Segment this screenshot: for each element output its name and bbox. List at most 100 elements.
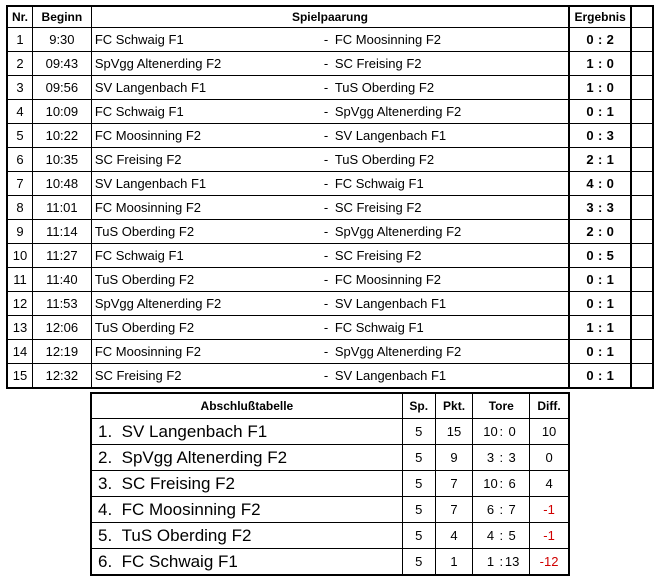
goals: 4:5 [472,522,531,549]
match-time: 11:53 [31,291,92,316]
away-team: SpVgg Altenerding F2 [334,104,462,119]
separator: - [323,272,329,287]
match-result: 1:0 [568,75,633,100]
match-row: 2 09:43 SpVgg Altenerding F2 - SC Freising… [6,51,654,76]
match-result: 3:3 [568,195,633,220]
match-time: 12:32 [31,363,92,389]
separator: - [323,104,329,119]
team-cell: 3. SC Freising F2 [90,470,403,497]
match-row: 11 11:40 TuS Oberding F2 - FC Moosinning F… [6,267,654,292]
match-pairing: TuS Oberding F2 - SpVgg Altenerding F2 [90,219,570,244]
header-goals: Tore [472,392,531,419]
games-played: 5 [401,418,436,445]
home-team: TuS Oberding F2 [94,320,195,335]
goals: 6:7 [472,496,531,523]
home-team: SV Langenbach F1 [94,176,207,191]
match-time: 10:22 [31,123,92,148]
points: 1 [434,548,474,576]
header-result: Ergebnis [568,5,633,28]
rank: 1. [98,421,113,441]
match-nr: 3 [6,75,33,100]
header-blank [630,5,654,28]
team-cell: 4. FC Moosinning F2 [90,496,403,523]
blank-cell [630,147,654,172]
home-goals: 0 [586,272,594,287]
match-result: 1:0 [568,51,633,76]
away-goals: 1 [606,320,614,335]
blank-cell [630,315,654,340]
match-time: 12:06 [31,315,92,340]
home-team: SpVgg Altenerding F2 [94,56,222,71]
match-time: 10:48 [31,171,92,196]
away-team: SC Freising F2 [334,248,422,263]
match-row: 14 12:19 FC Moosinning F2 - SpVgg Altenerd… [6,339,654,364]
match-row: 12 11:53 SpVgg Altenerding F2 - SV Langenb… [6,291,654,316]
match-result: 0:1 [568,267,633,292]
home-team: FC Moosinning F2 [94,128,202,143]
points: 4 [434,522,474,549]
home-team: FC Moosinning F2 [94,344,202,359]
match-nr: 6 [6,147,33,172]
away-goals: 1 [606,152,614,167]
match-row: 7 10:48 SV Langenbach F1 - FC Schwaig F1 4… [6,171,654,196]
away-goals: 0 [606,56,614,71]
match-row: 6 10:35 SC Freising F2 - TuS Oberding F2 2… [6,147,654,172]
match-result: 0:5 [568,243,633,268]
games-played: 5 [401,496,436,523]
rank: 6. [98,551,113,571]
match-schedule-table: Nr. Beginn Spielpaarung Ergebnis 1 9:30 … [6,5,654,389]
match-result: 0:2 [568,27,633,52]
match-pairing: SpVgg Altenerding F2 - SC Freising F2 [90,51,570,76]
blank-cell [630,123,654,148]
match-result: 0:3 [568,123,633,148]
blank-cell [630,171,654,196]
home-goals: 0 [586,104,594,119]
goal-diff: 10 [529,418,570,445]
home-team: FC Moosinning F2 [94,200,202,215]
match-row: 10 11:27 FC Schwaig F1 - SC Freising F2 0:… [6,243,654,268]
away-goals: 3 [606,200,614,215]
away-team: SV Langenbach F1 [334,368,447,383]
header-nr: Nr. [6,5,33,28]
rank: 3. [98,473,113,493]
home-goals: 1 [586,56,594,71]
match-nr: 13 [6,315,33,340]
blank-cell [630,363,654,389]
away-team: SpVgg Altenerding F2 [334,344,462,359]
match-row: 13 12:06 TuS Oberding F2 - FC Schwaig F1 1… [6,315,654,340]
goals-against: 3 [508,450,516,465]
match-result: 2:0 [568,219,633,244]
away-team: SC Freising F2 [334,56,422,71]
separator: - [323,296,329,311]
home-team: TuS Oberding F2 [94,272,195,287]
blank-cell [630,339,654,364]
final-standings-table: Abschlußtabelle Sp. Pkt. Tore Diff. 1. S… [90,392,570,576]
standings-row: 6. FC Schwaig F1 5 1 1:13 -12 [90,548,570,576]
match-row: 15 12:32 SC Freising F2 - SV Langenbach F1… [6,363,654,389]
team-name: FC Moosinning F2 [121,499,261,519]
home-team: FC Schwaig F1 [94,32,184,47]
match-row: 1 9:30 FC Schwaig F1 - FC Moosinning F2 0:… [6,27,654,52]
match-pairing: SV Langenbach F1 - TuS Oberding F2 [90,75,570,100]
away-goals: 1 [606,368,614,383]
match-pairing: FC Schwaig F1 - SC Freising F2 [90,243,570,268]
home-goals: 4 [586,176,594,191]
match-result: 2:1 [568,147,633,172]
away-team: FC Moosinning F2 [334,272,442,287]
match-row: 5 10:22 FC Moosinning F2 - SV Langenbach F… [6,123,654,148]
match-row: 8 11:01 FC Moosinning F2- SC Freising F2 … [6,195,654,220]
goals-against: 13 [504,554,520,569]
games-played: 5 [401,444,436,471]
blank-cell [630,291,654,316]
standings-row: 3. SC Freising F2 5 7 10:6 4 [90,470,570,497]
away-team: SpVgg Altenerding F2 [334,224,462,239]
team-name: TuS Oberding F2 [121,525,252,545]
match-pairing: FC Schwaig F1 - SpVgg Altenerding F2 [90,99,570,124]
header-diff: Diff. [529,392,570,419]
header-games: Sp. [401,392,436,419]
separator: - [323,320,329,335]
match-pairing: TuS Oberding F2 - FC Schwaig F1 [90,315,570,340]
separator: - [323,128,329,143]
home-goals: 3 [586,200,594,215]
match-nr: 15 [6,363,33,389]
